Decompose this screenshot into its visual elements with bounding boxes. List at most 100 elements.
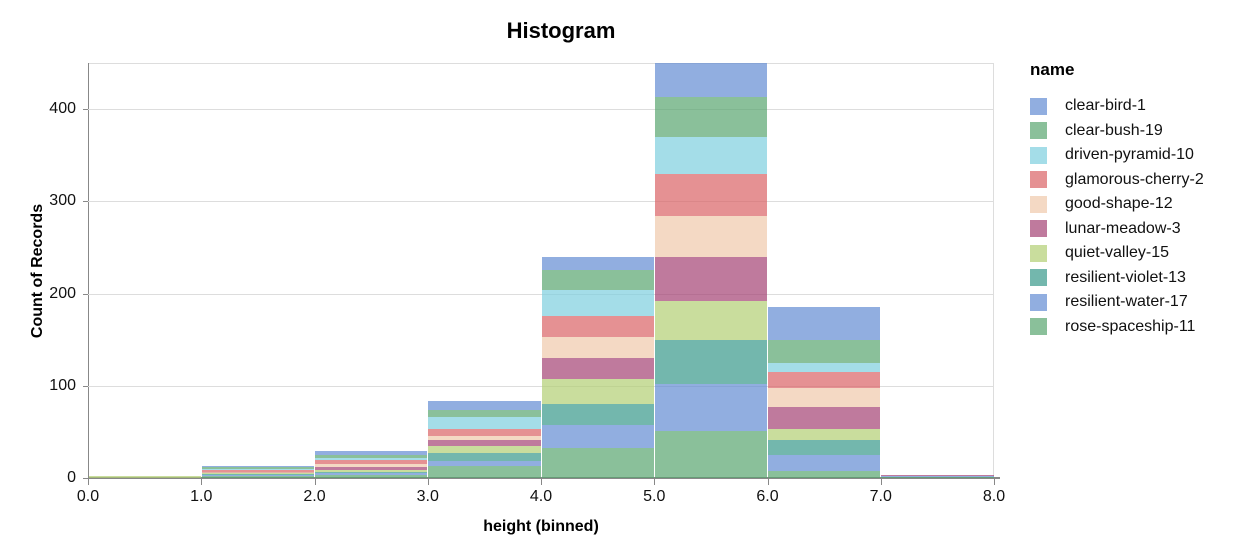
- bar-segment-resilient-violet-13-bin6: [768, 440, 881, 455]
- bar-segment-driven-pyramid-10-bin4: [541, 289, 654, 316]
- legend-item-glamorous-cherry-2: glamorous-cherry-2: [1030, 168, 1250, 193]
- legend-item-resilient-water-17: resilient-water-17: [1030, 290, 1250, 315]
- x-axis-tick-4.0: [541, 479, 542, 485]
- legend-label: resilient-violet-13: [1065, 268, 1186, 286]
- chart-title: Histogram: [506, 18, 616, 43]
- plot-border-top: [88, 63, 994, 64]
- y-tick-label-300: 300: [49, 192, 76, 210]
- bar-segment-good-shape-12-bin1: [201, 471, 314, 473]
- bar-segment-clear-bird-1-bin4: [541, 256, 654, 270]
- bar-segment-driven-pyramid-10-bin3: [428, 417, 541, 430]
- legend-item-good-shape-12: good-shape-12: [1030, 192, 1250, 217]
- legend-label: clear-bird-1: [1065, 97, 1146, 115]
- bar-segment-good-shape-12-bin5: [654, 216, 767, 257]
- legend-swatch-icon: [1030, 195, 1047, 213]
- bar-segment-glamorous-cherry-2-bin6: [768, 371, 881, 388]
- bar-segment-resilient-water-17-bin1: [201, 475, 314, 477]
- y-axis-tick-200: [83, 293, 88, 295]
- plot-border-right: [993, 63, 994, 478]
- gridline-300: [88, 201, 994, 203]
- legend-label: lunar-meadow-3: [1065, 219, 1181, 237]
- bar-segment-rose-spaceship-11-bin5: [654, 430, 767, 478]
- x-axis-title: height (binned): [483, 518, 599, 535]
- legend: name clear-bird-1 clear-bush-19 driven-pyr…: [1030, 60, 1250, 339]
- legend-label: good-shape-12: [1065, 195, 1173, 213]
- y-tick-label-100: 100: [49, 376, 76, 394]
- plot-area: [88, 63, 1000, 479]
- bar-segment-driven-pyramid-10-bin1: [201, 468, 314, 470]
- gridline-100: [88, 385, 994, 387]
- x-tick-label-0.0: 0.0: [76, 488, 100, 505]
- bar-segment-clear-bird-1-bin5: [654, 63, 767, 98]
- bar-segment-lunar-meadow-3-bin5: [654, 256, 767, 301]
- bar-segment-quiet-valley-15-bin1: [201, 473, 314, 475]
- legend-item-lunar-meadow-3: lunar-meadow-3: [1030, 217, 1250, 242]
- legend-swatch-icon: [1030, 146, 1047, 164]
- x-axis-tick-3.0: [427, 479, 429, 485]
- x-axis-tick-0.0: [88, 479, 89, 485]
- bar-segment-driven-pyramid-10-bin2: [315, 457, 428, 461]
- legend-label: rose-spaceship-11: [1065, 317, 1196, 335]
- y-axis-line: [88, 63, 89, 478]
- y-axis-title: Count of Records: [29, 203, 46, 339]
- bar-segment-rose-spaceship-11-bin4: [541, 448, 654, 478]
- x-axis-tick-1.0: [201, 479, 203, 485]
- bar-segment-clear-bush-19-bin1: [201, 466, 314, 469]
- y-axis-tick-400: [83, 109, 88, 111]
- legend-title: name: [1030, 60, 1075, 79]
- bar-segment-good-shape-12-bin2: [315, 464, 428, 467]
- x-axis-tick-6.0: [767, 479, 769, 485]
- bar-segment-lunar-meadow-3-bin1: [201, 472, 314, 474]
- legend-swatch-icon: [1030, 293, 1047, 311]
- y-axis-tick-300: [83, 201, 88, 203]
- bar-segment-rose-spaceship-11-bin6: [768, 470, 881, 478]
- bar-segment-lunar-meadow-3-bin2: [315, 466, 428, 470]
- x-tick-label-3.0: 3.0: [416, 488, 439, 505]
- bar-segment-clear-bush-19-bin6: [768, 339, 881, 363]
- bar-segment-rose-spaceship-11-bin7: [881, 477, 994, 478]
- bar-segment-quiet-valley-15-bin2: [315, 469, 428, 472]
- bar-segment-quiet-valley-15-bin5: [654, 300, 767, 340]
- legend-label: quiet-valley-15: [1065, 244, 1170, 262]
- x-tick-label-5.0: 5.0: [643, 488, 666, 505]
- bar-segment-clear-bush-19-bin2: [315, 454, 428, 458]
- bar-segment-rose-spaceship-11-bin3: [428, 466, 541, 478]
- bar-segment-resilient-water-17-bin2: [315, 473, 428, 476]
- bar-segment-clear-bush-19-bin4: [541, 269, 654, 290]
- bar-segment-clear-bird-1-bin3: [428, 401, 541, 410]
- bar-segment-glamorous-cherry-2-bin4: [541, 315, 654, 337]
- legend-label: clear-bush-19: [1065, 121, 1163, 139]
- x-tick-label-2.0: 2.0: [303, 488, 326, 505]
- legend-items: clear-bird-1 clear-bush-19 driven-pyramid-…: [1030, 94, 1250, 339]
- y-tick-label-400: 400: [49, 100, 76, 118]
- bar-segment-good-shape-12-bin4: [541, 336, 654, 359]
- x-axis-line: [88, 477, 1000, 479]
- legend-swatch-icon: [1030, 171, 1047, 189]
- legend-item-clear-bird-1: clear-bird-1: [1030, 94, 1250, 119]
- x-axis-tick-5.0: [654, 479, 656, 485]
- bar-segment-glamorous-cherry-2-bin2: [315, 460, 428, 465]
- x-tick-label-8.0: 8.0: [982, 488, 1006, 505]
- legend-swatch-icon: [1030, 122, 1047, 140]
- legend-swatch-icon: [1030, 220, 1047, 238]
- bar-segment-good-shape-12-bin3: [428, 435, 541, 441]
- legend-item-quiet-valley-15: quiet-valley-15: [1030, 241, 1250, 266]
- bar-segment-resilient-violet-13-bin2: [315, 471, 428, 474]
- legend-swatch-icon: [1030, 244, 1047, 262]
- x-tick-label-7.0: 7.0: [869, 488, 892, 505]
- x-tick-label-1.0: 1.0: [190, 488, 213, 505]
- bar-segment-glamorous-cherry-2-bin1: [201, 469, 314, 472]
- bar-segment-quiet-valley-15-bin6: [768, 429, 881, 441]
- bar-segment-driven-pyramid-10-bin5: [654, 136, 767, 174]
- x-tick-label-4.0: 4.0: [529, 488, 553, 505]
- legend-item-driven-pyramid-10: driven-pyramid-10: [1030, 143, 1250, 168]
- legend-item-resilient-violet-13: resilient-violet-13: [1030, 266, 1250, 291]
- bar-segment-resilient-water-17-bin3: [428, 461, 541, 466]
- legend-swatch-icon: [1030, 269, 1047, 287]
- bar-segment-resilient-violet-13-bin3: [428, 453, 541, 462]
- bar-segment-clear-bird-1-bin6: [768, 307, 881, 340]
- legend-swatch-icon: [1030, 318, 1047, 336]
- bar-segment-lunar-meadow-3-bin4: [541, 358, 654, 380]
- bar-segment-quiet-valley-15-bin3: [428, 445, 541, 454]
